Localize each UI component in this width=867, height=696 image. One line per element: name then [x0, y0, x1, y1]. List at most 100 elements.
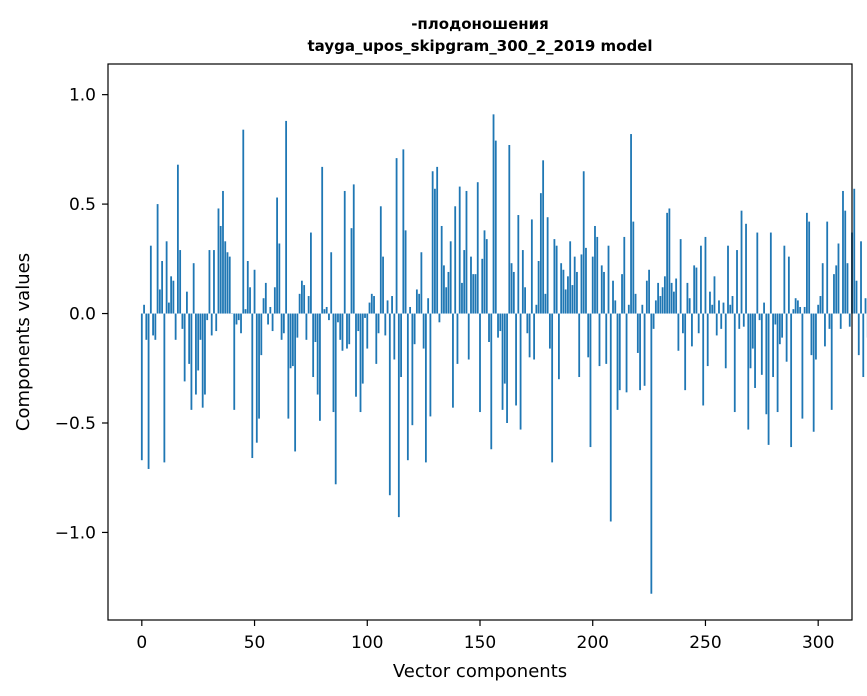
bar-300 [817, 304, 820, 314]
bar-224 [645, 280, 648, 314]
bar-12 [167, 302, 170, 314]
bar-246 [695, 267, 698, 314]
bar-21 [188, 313, 191, 364]
bar-138 [452, 313, 454, 408]
bar-265 [738, 313, 741, 329]
bar-1 [143, 304, 145, 314]
bar-207 [607, 245, 610, 314]
bar-251 [706, 313, 709, 367]
bar-50 [253, 269, 256, 314]
bar-301 [819, 296, 822, 314]
x-axis-label: Vector components [393, 661, 567, 682]
bar-231 [661, 287, 664, 314]
bar-230 [659, 296, 662, 314]
bar-227 [652, 313, 655, 329]
bar-304 [826, 221, 829, 314]
bar-9 [161, 261, 164, 314]
bar-299 [815, 313, 817, 360]
bar-278 [767, 313, 770, 445]
bar-210 [614, 300, 617, 314]
bar-228 [654, 300, 657, 314]
bar-174 [533, 313, 536, 360]
bar-190 [569, 241, 572, 314]
bar-81 [323, 309, 326, 314]
bar-146 [470, 256, 472, 314]
bar-128 [429, 313, 432, 417]
bar-310 [839, 313, 842, 329]
bar-234 [668, 208, 671, 314]
bar-18 [181, 313, 184, 329]
bar-275 [760, 313, 763, 375]
bar-91 [346, 313, 348, 349]
y-tick-label: 0.5 [69, 195, 96, 215]
bar-123 [418, 293, 421, 314]
bar-236 [672, 291, 675, 314]
x-tick-label: 0 [136, 633, 147, 653]
bar-73 [305, 313, 308, 340]
bar-242 [686, 282, 689, 314]
bar-194 [578, 313, 581, 378]
bar-23 [192, 263, 195, 314]
y-tick-label: −0.5 [55, 414, 96, 434]
bar-181 [548, 313, 551, 349]
bar-212 [618, 313, 621, 391]
bar-320 [862, 313, 865, 378]
chart-title-line1: -плодоношения [411, 15, 549, 33]
bar-118 [406, 313, 409, 461]
bar-256 [718, 300, 720, 314]
bar-51 [255, 313, 258, 443]
bar-193 [576, 271, 578, 314]
bar-297 [810, 313, 813, 356]
bar-145 [467, 313, 470, 360]
bar-218 [632, 221, 635, 314]
bar-182 [551, 313, 554, 463]
bar-24 [195, 313, 197, 395]
bar-19 [183, 313, 186, 382]
bar-295 [806, 212, 808, 314]
x-tick-label: 150 [464, 633, 496, 653]
bar-204 [600, 265, 603, 314]
bar-133 [440, 225, 443, 314]
bar-240 [682, 313, 684, 334]
bar-13 [170, 276, 173, 314]
bar-215 [625, 313, 628, 393]
bar-154 [488, 313, 490, 342]
bar-202 [596, 236, 599, 314]
bar-68 [294, 313, 297, 452]
bar-150 [479, 313, 481, 413]
bar-10 [163, 313, 166, 463]
bar-273 [756, 232, 759, 314]
bar-71 [300, 280, 303, 314]
bar-247 [697, 313, 700, 334]
bar-262 [731, 296, 734, 314]
bar-60 [276, 197, 278, 314]
bar-272 [754, 313, 756, 388]
bar-136 [447, 271, 450, 314]
bar-264 [736, 250, 738, 314]
bar-270 [749, 313, 752, 369]
bar-209 [612, 280, 614, 314]
bar-259 [724, 313, 727, 369]
bar-83 [328, 313, 330, 321]
bar-314 [848, 313, 851, 327]
bar-39 [228, 256, 231, 314]
bar-191 [571, 285, 574, 314]
bar-140 [456, 313, 459, 364]
bar-78 [316, 313, 319, 395]
bar-225 [648, 269, 650, 314]
bar-33 [215, 313, 218, 332]
bar-4 [149, 245, 152, 314]
bar-96 [357, 313, 360, 332]
bar-114 [397, 313, 400, 518]
bar-104 [375, 313, 378, 364]
bar-306 [830, 313, 833, 410]
bar-113 [395, 158, 398, 314]
bar-176 [537, 261, 540, 314]
bar-233 [666, 212, 669, 314]
bar-77 [314, 313, 317, 342]
bar-213 [621, 274, 623, 314]
y-tick-label: −1.0 [55, 523, 96, 543]
bar-34 [217, 208, 220, 314]
bar-248 [700, 245, 702, 314]
bar-279 [769, 232, 772, 314]
